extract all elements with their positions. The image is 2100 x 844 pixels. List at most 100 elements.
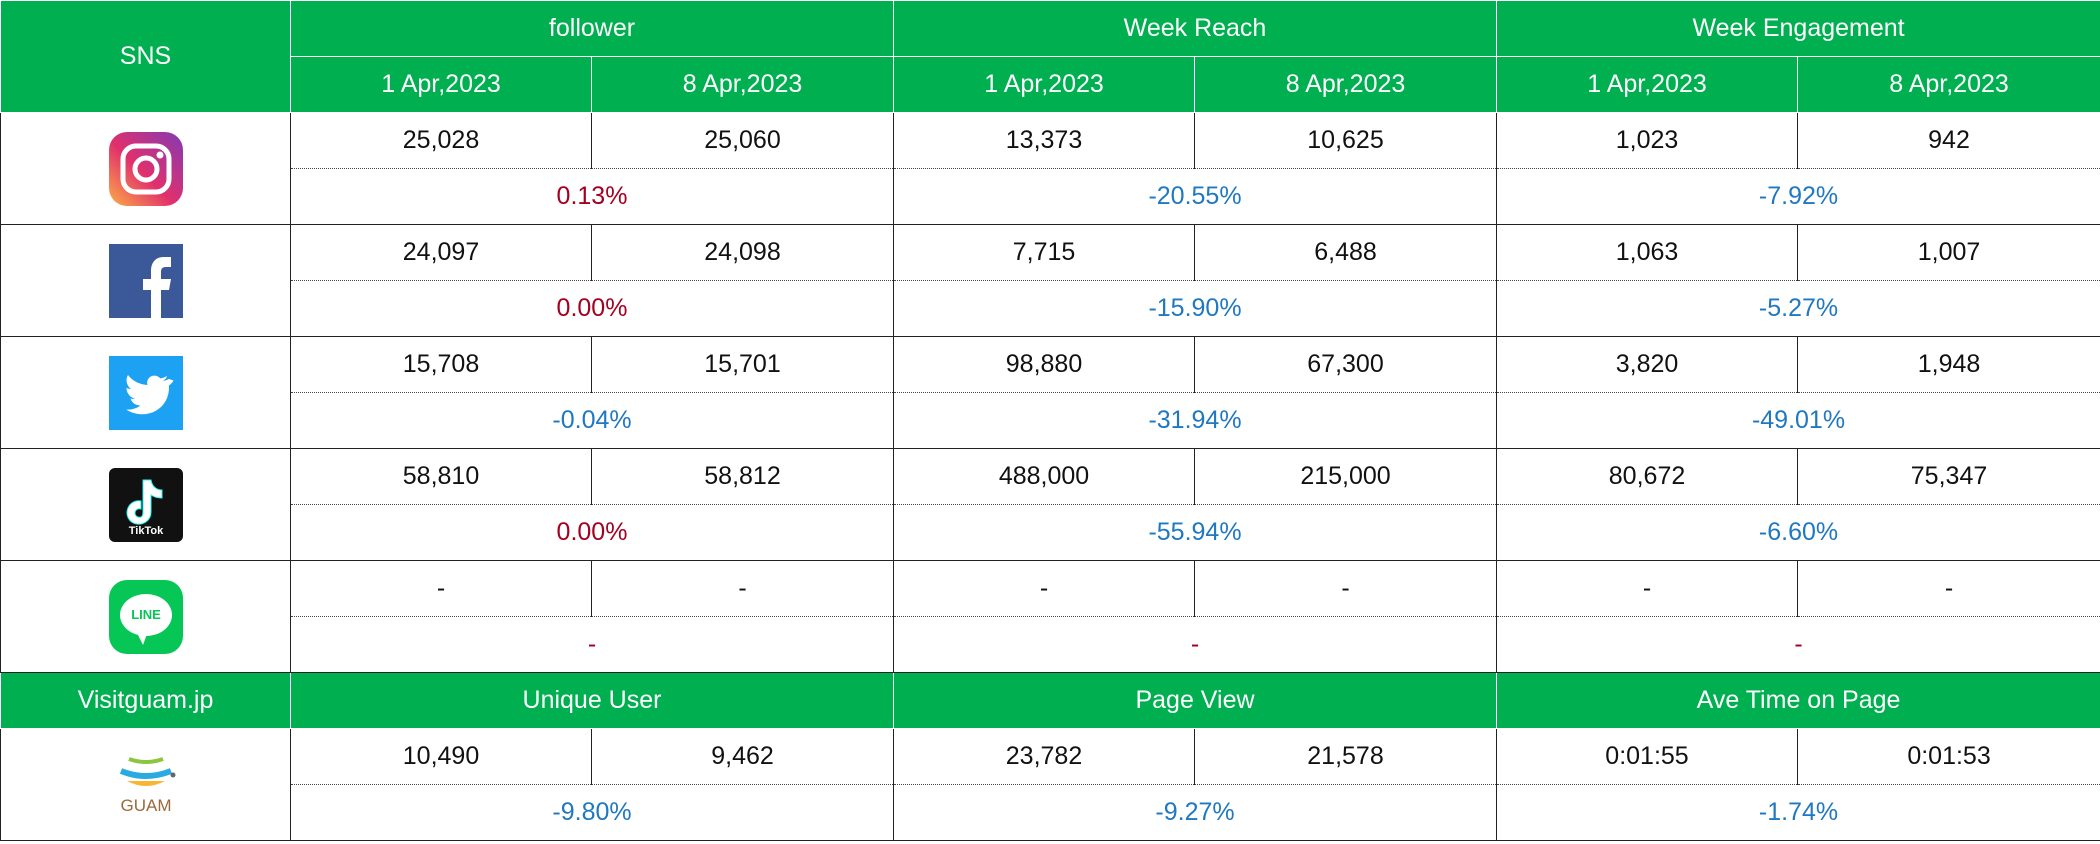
value-cell: - [1496, 560, 1799, 617]
logo-cell: TikTok [0, 448, 291, 561]
site-title: Visitguam.jp [0, 672, 291, 729]
change-cell: -0.04% [290, 392, 894, 449]
table-row: SNS follower Week Reach Week Engagement [0, 0, 2100, 113]
platform-icon [108, 355, 183, 430]
table-row: --- [1, 616, 2100, 673]
value-cell: 58,810 [290, 448, 592, 505]
value-cell: 15,708 [290, 336, 592, 393]
value-cell: 0:01:53 [1797, 728, 2100, 785]
site-metric: Unique User [290, 672, 894, 729]
logo-cell [0, 336, 291, 449]
header-date: 8 Apr,2023 [591, 56, 894, 113]
change-cell: 0.13% [290, 168, 894, 225]
value-cell: - [591, 560, 894, 617]
table-row: 0.13% -20.55% -7.92% [1, 168, 2100, 225]
logo-text: GUAM [120, 796, 171, 815]
change-cell: 0.00% [290, 504, 894, 561]
platform-icon: LINE [108, 579, 183, 654]
value-cell: 0:01:55 [1496, 728, 1799, 785]
change-cell: -7.92% [1496, 168, 2100, 225]
platform-icon [108, 243, 183, 318]
value-cell: - [290, 560, 592, 617]
header-date: 8 Apr,2023 [1193, 56, 1498, 113]
table-row: -0.04% -31.94% -49.01% [1, 392, 2100, 449]
logo-cell [0, 224, 291, 337]
value-cell: 80,672 [1496, 448, 1799, 505]
value-cell: 6,488 [1193, 224, 1498, 281]
platform-icon: TikTok [108, 467, 183, 542]
value-cell: 13,373 [893, 112, 1195, 169]
value-cell: 24,097 [290, 224, 592, 281]
change-cell: -9.27% [892, 784, 1498, 841]
value-cell: 1,023 [1496, 112, 1799, 169]
change-cell: - [1496, 616, 2100, 673]
value-cell: 10,625 [1193, 112, 1498, 169]
change-cell: -1.74% [1496, 784, 2100, 841]
value-cell: 98,880 [893, 336, 1195, 393]
table-row: 0.00% -15.90% -5.27% [1, 280, 2100, 337]
platform-icon [108, 131, 183, 206]
value-cell: 24,098 [591, 224, 894, 281]
change-cell: -5.27% [1496, 280, 2100, 337]
value-cell: 1,948 [1797, 336, 2100, 393]
value-cell: 21,578 [1193, 728, 1498, 785]
table-row: LINE - - - - - - [0, 560, 2100, 673]
change-cell: -20.55% [892, 168, 1498, 225]
value-cell: - [1193, 560, 1498, 617]
table-row: 24,097 24,098 7,715 6,488 1,063 1,007 [0, 224, 2100, 337]
value-cell: 215,000 [1193, 448, 1498, 505]
change-cell: - [892, 616, 1498, 673]
icon-text: TikTok [128, 525, 163, 537]
guam-logo: GUAM [119, 756, 175, 815]
value-cell: 9,462 [591, 728, 894, 785]
value-cell: 10,490 [290, 728, 592, 785]
change-cell: 0.00% [290, 280, 894, 337]
table-row: 0.00% -55.94% -6.60% [1, 504, 2100, 561]
change-cell: -55.94% [892, 504, 1498, 561]
value-cell: 67,300 [1193, 336, 1498, 393]
header-sns: SNS [0, 0, 291, 113]
value-cell: 488,000 [893, 448, 1195, 505]
header-group: Week Engagement [1496, 0, 2100, 57]
header-group: Week Reach [892, 0, 1498, 57]
header-date: 8 Apr,2023 [1797, 56, 2100, 113]
icon-text: LINE [131, 607, 161, 622]
logo-cell [0, 112, 291, 225]
change-cell: -31.94% [892, 392, 1498, 449]
value-cell: 942 [1797, 112, 2100, 169]
change-cell: - [290, 616, 894, 673]
value-cell: - [893, 560, 1195, 617]
value-cell: 58,812 [591, 448, 894, 505]
logo-cell: LINE [0, 560, 291, 673]
logo-cell: GUAM [0, 728, 291, 841]
table-row: TikTok 58,810 58,812 488,000 215,000 80,672 75… [0, 448, 2100, 561]
site-metric: Ave Time on Page [1496, 672, 2100, 729]
table-row: -9.80% -9.27% -1.74% [1, 784, 2100, 841]
table-row: Visitguam.jp Unique User Page View Ave Time… [0, 672, 2100, 729]
value-cell: 15,701 [591, 336, 894, 393]
value-cell: 25,060 [591, 112, 894, 169]
value-cell: 75,347 [1797, 448, 2100, 505]
change-cell: -15.90% [892, 280, 1498, 337]
value-cell: 25,028 [290, 112, 592, 169]
value-cell: 3,820 [1496, 336, 1799, 393]
header-date: 1 Apr,2023 [893, 56, 1195, 113]
header-date: 1 Apr,2023 [290, 56, 592, 113]
table-row: 15,708 15,701 98,880 67,300 3,820 1,948 [0, 336, 2100, 449]
value-cell: - [1797, 560, 2100, 617]
value-cell: 1,063 [1496, 224, 1799, 281]
change-cell: -6.60% [1496, 504, 2100, 561]
table-row: 25,028 25,060 13,373 10,625 1,023 942 [0, 112, 2100, 225]
change-cell: -49.01% [1496, 392, 2100, 449]
value-cell: 1,007 [1797, 224, 2100, 281]
header-date: 1 Apr,2023 [1496, 56, 1799, 113]
table-row: 1 Apr,2023 8 Apr,2023 1 Apr,2023 8 Apr,2023… [1, 56, 2100, 113]
site-metric: Page View [892, 672, 1498, 729]
value-cell: 23,782 [893, 728, 1195, 785]
header-group: follower [290, 0, 894, 57]
table-row: GUAM 10,490 9,462 23,782 21,578 0:01:55 0:01:5… [0, 728, 2100, 841]
value-cell: 7,715 [893, 224, 1195, 281]
change-cell: -9.80% [290, 784, 894, 841]
